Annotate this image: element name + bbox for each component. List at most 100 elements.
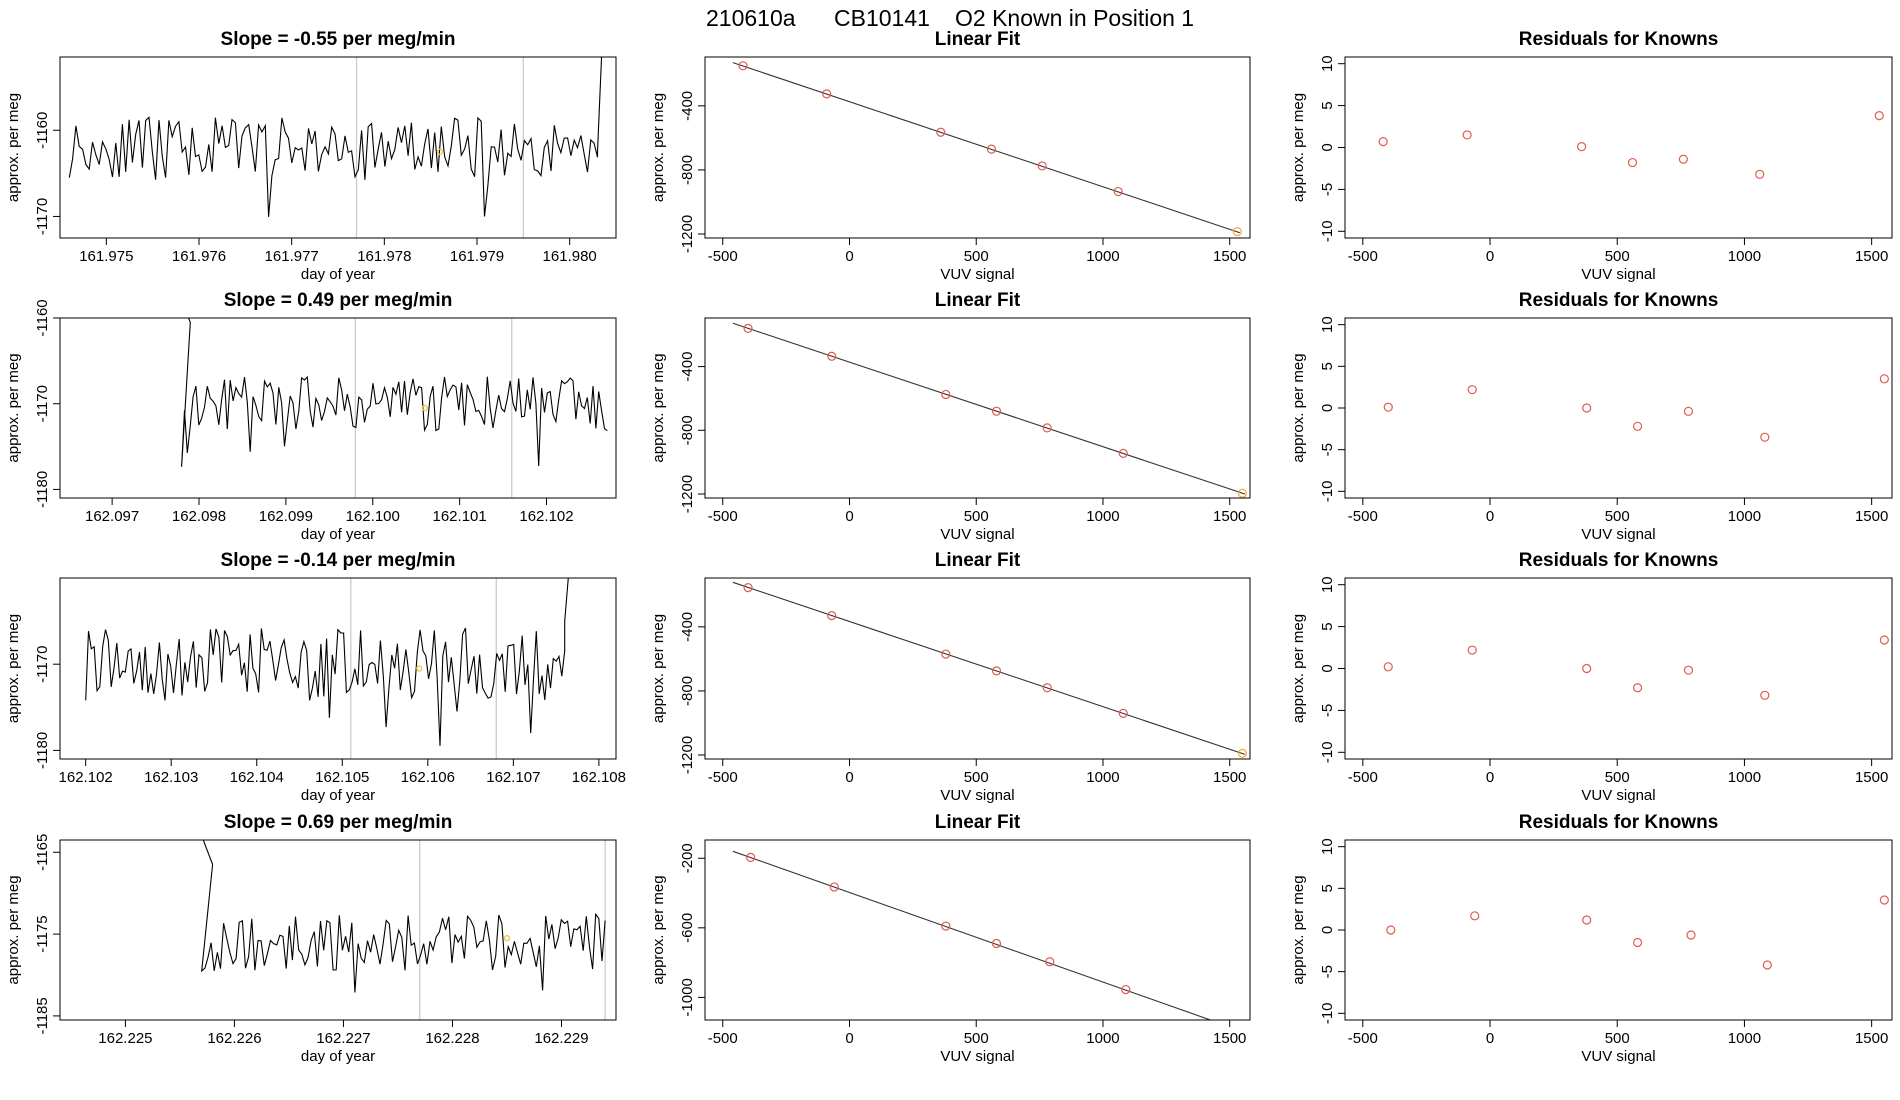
x-axis-label: day of year <box>301 266 375 283</box>
x-tick-label: 1500 <box>1213 248 1246 265</box>
panel-grid: Slope = -0.55 per meg/min approx. per meg… <box>5 29 1893 1065</box>
x-tick-label: 500 <box>1605 508 1630 525</box>
y-tick-label: -10 <box>1319 741 1336 763</box>
known-point <box>1045 957 1055 967</box>
y-tick-label: 0 <box>1319 404 1336 412</box>
plot-area <box>181 318 608 498</box>
known-point <box>1879 635 1889 645</box>
plot-frame <box>59 317 617 499</box>
fit-line <box>732 62 1241 234</box>
y-tick-label: -1200 <box>679 475 696 513</box>
x-tick-label: -500 <box>708 248 738 265</box>
y-tick-label: -1185 <box>34 997 51 1034</box>
known-point <box>1879 895 1889 905</box>
averaging-marker <box>416 665 423 672</box>
x-tick-label: 161.979 <box>450 248 504 265</box>
plot-area <box>1383 374 1889 442</box>
x-axis-label: day of year <box>301 787 375 804</box>
plot-frame <box>704 56 1251 239</box>
plot-area <box>201 840 606 1020</box>
y-tick-label: -1160 <box>34 112 51 149</box>
x-tick-label: 162.104 <box>230 769 284 786</box>
x-tick-label: 1500 <box>1855 1030 1888 1047</box>
plot-area <box>1386 895 1889 970</box>
y-tick-label: -400 <box>679 91 696 121</box>
panel-r4-linearfit: Linear Fit approx. per meg VUV signal -500 0… <box>650 812 1251 1065</box>
x-tick-label: 162.098 <box>172 508 226 525</box>
panel-title: Linear Fit <box>935 29 1021 50</box>
panel-title: Residuals for Knowns <box>1519 290 1719 311</box>
x-tick-label: 161.976 <box>172 248 226 265</box>
x-tick-label: 0 <box>1486 248 1494 265</box>
x-tick-label: 162.227 <box>316 1030 370 1047</box>
panel-title: Linear Fit <box>935 550 1021 571</box>
y-axis-label: approx. per meg <box>650 353 667 462</box>
known-point <box>1462 130 1472 140</box>
y-axis-label: approx. per meg <box>5 93 22 202</box>
y-tick-label: -5 <box>1319 183 1336 196</box>
panel-title: Residuals for Knowns <box>1519 29 1719 50</box>
x-axis-label: day of year <box>301 526 375 543</box>
plot-area <box>732 322 1247 498</box>
figure-title-run: 210610a <box>706 5 796 31</box>
y-tick-label: -800 <box>679 415 696 445</box>
x-tick-label: 1000 <box>1728 1030 1761 1047</box>
y-axis-label: approx. per meg <box>650 93 667 202</box>
y-axis-label: approx. per meg <box>650 614 667 723</box>
plot-frame <box>704 317 1251 499</box>
x-tick-label: 1500 <box>1213 769 1246 786</box>
known-point <box>936 127 946 137</box>
x-axis-label: VUV signal <box>940 526 1014 543</box>
x-tick-label: 162.107 <box>486 769 540 786</box>
x-tick-label: 0 <box>1486 1030 1494 1047</box>
known-point <box>743 583 753 593</box>
known-point <box>991 938 1002 949</box>
y-tick-label: -1180 <box>34 471 51 508</box>
known-point <box>1632 937 1643 948</box>
panel-r1-residuals: Residuals for Knowns approx. per meg VUV s… <box>1290 29 1893 283</box>
x-tick-label: 1500 <box>1855 769 1888 786</box>
x-tick-label: -500 <box>708 1030 738 1047</box>
y-tick-label: -800 <box>679 155 696 185</box>
x-tick-label: 500 <box>964 1030 989 1047</box>
y-axis-label: approx. per meg <box>650 875 667 984</box>
x-tick-label: 0 <box>845 1030 853 1047</box>
panel-title: Residuals for Knowns <box>1519 550 1719 571</box>
plot-frame <box>59 577 617 760</box>
plot-area <box>1378 111 1884 179</box>
x-tick-label: 161.978 <box>357 248 411 265</box>
known-point <box>746 852 756 862</box>
y-tick-label: -5 <box>1319 704 1336 717</box>
known-point <box>1632 683 1643 693</box>
x-tick-label: 162.225 <box>98 1030 152 1047</box>
x-tick-label: 162.226 <box>207 1030 261 1047</box>
plot-frame <box>59 839 617 1021</box>
y-axis-label: approx. per meg <box>1290 93 1307 202</box>
x-tick-label: 162.099 <box>259 508 313 525</box>
y-tick-label: -800 <box>679 676 696 706</box>
panel-r3-residuals: Residuals for Knowns approx. per meg VUV s… <box>1290 550 1893 804</box>
x-axis-label: VUV signal <box>940 266 1014 283</box>
y-axis-label: approx. per meg <box>1290 353 1307 462</box>
x-tick-label: 500 <box>1605 769 1630 786</box>
plot-frame <box>1344 56 1893 239</box>
x-tick-label: 0 <box>845 508 853 525</box>
known-point <box>1686 930 1696 940</box>
x-tick-label: 0 <box>1486 769 1494 786</box>
y-tick-label: -1175 <box>34 915 51 952</box>
known-point <box>1467 385 1477 395</box>
panel-title: Linear Fit <box>935 290 1021 311</box>
plot-frame <box>1344 577 1893 760</box>
y-axis-label: approx. per meg <box>1290 875 1307 984</box>
known-point <box>827 351 837 361</box>
y-tick-label: -1170 <box>34 385 51 422</box>
known-point <box>1874 111 1884 121</box>
y-tick-label: -5 <box>1319 965 1336 978</box>
signal-trace <box>68 57 603 217</box>
x-tick-label: 162.102 <box>519 508 573 525</box>
y-axis-label: approx. per meg <box>5 614 22 723</box>
x-tick-label: 1000 <box>1086 769 1119 786</box>
y-tick-label: -10 <box>1319 1002 1336 1024</box>
y-tick-label: 5 <box>1319 362 1336 370</box>
